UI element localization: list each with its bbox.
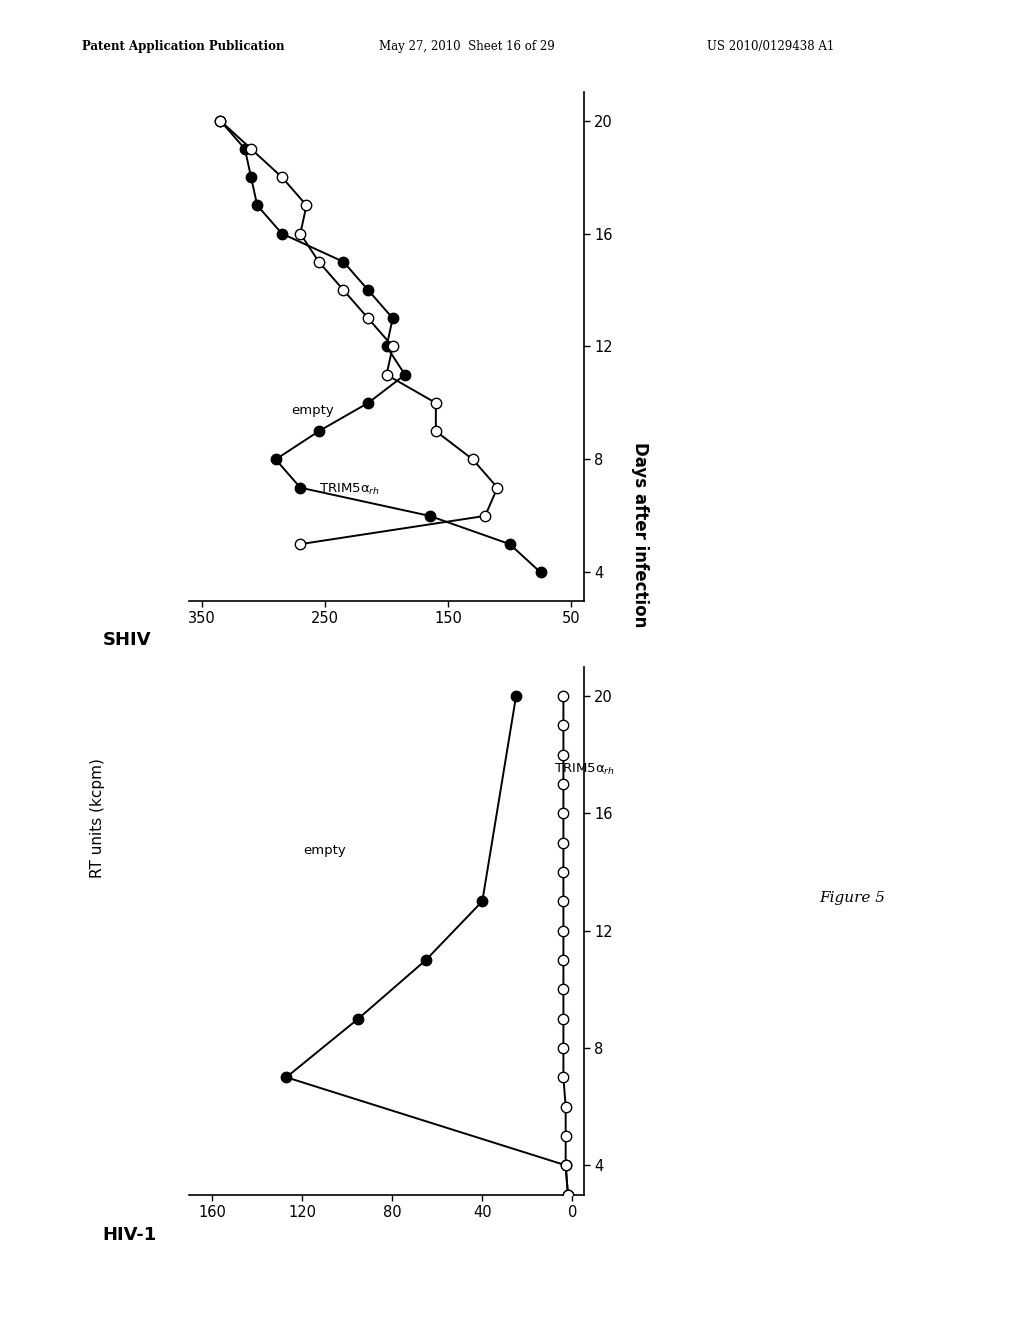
Text: empty: empty <box>303 845 346 857</box>
Text: empty: empty <box>291 404 334 417</box>
Text: SHIV: SHIV <box>102 631 152 649</box>
Text: May 27, 2010  Sheet 16 of 29: May 27, 2010 Sheet 16 of 29 <box>379 40 555 53</box>
Text: HIV-1: HIV-1 <box>102 1226 157 1245</box>
Text: US 2010/0129438 A1: US 2010/0129438 A1 <box>707 40 834 53</box>
Text: TRIM5α$_{rh}$: TRIM5α$_{rh}$ <box>319 482 380 498</box>
Text: Patent Application Publication: Patent Application Publication <box>82 40 285 53</box>
Text: Days after infection: Days after infection <box>631 442 649 627</box>
Text: RT units (kcpm): RT units (kcpm) <box>90 759 104 878</box>
Text: TRIM5α$_{rh}$: TRIM5α$_{rh}$ <box>554 762 615 776</box>
Text: Figure 5: Figure 5 <box>819 891 885 904</box>
